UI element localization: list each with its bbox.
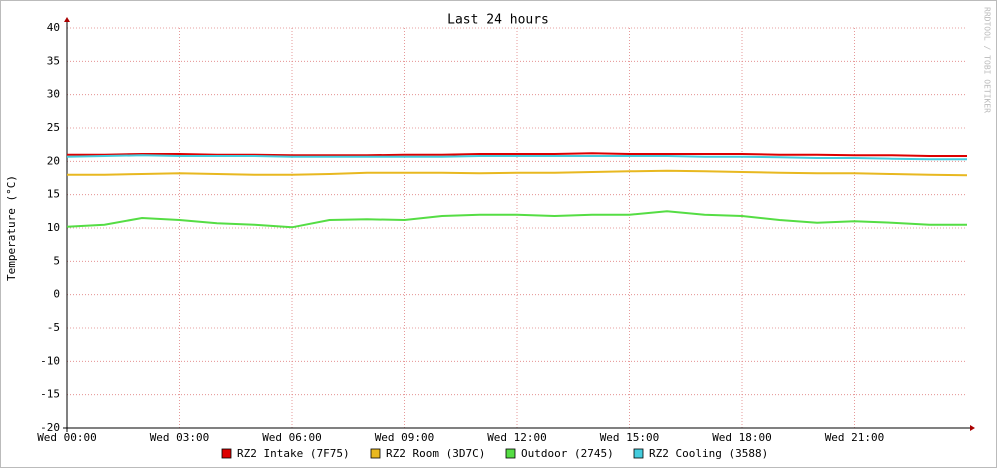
legend-label: RZ2 Intake (7F75) <box>237 447 350 460</box>
legend-swatch <box>505 448 516 459</box>
x-tick-label: Wed 09:00 <box>375 431 435 444</box>
legend-label: RZ2 Room (3D7C) <box>386 447 485 460</box>
y-tick-label: -5 <box>47 321 60 334</box>
y-tick-label: -15 <box>40 388 60 401</box>
y-tick-label: 15 <box>47 188 60 201</box>
y-tick-label: 25 <box>47 121 60 134</box>
watermark: RRDTOOL / TOBI OETIKER <box>983 7 992 113</box>
legend-swatch <box>633 448 644 459</box>
y-tick-label: 0 <box>53 288 60 301</box>
axis-arrow <box>64 17 70 22</box>
series-line <box>66 210 967 229</box>
x-tick-label: Wed 21:00 <box>825 431 885 444</box>
axis-arrow <box>970 425 975 431</box>
series-line <box>67 169 968 177</box>
y-tick-label: 35 <box>47 54 60 67</box>
y-tick-label: 5 <box>53 254 60 267</box>
legend-label: Outdoor (2745) <box>521 447 614 460</box>
chart-title: Last 24 hours <box>447 13 549 28</box>
y-tick-label: -20 <box>40 421 60 434</box>
x-tick-label: Wed 18:00 <box>712 431 772 444</box>
y-tick-label: 40 <box>47 21 60 34</box>
x-tick-label: Wed 03:00 <box>150 431 210 444</box>
legend-swatch <box>370 448 381 459</box>
x-tick-label: Wed 15:00 <box>600 431 660 444</box>
y-tick-label: 10 <box>47 221 60 234</box>
legend-label: RZ2 Cooling (3588) <box>649 447 768 460</box>
y-tick-label: -10 <box>40 354 60 367</box>
x-tick-label: Wed 12:00 <box>487 431 547 444</box>
legend-swatch <box>221 448 232 459</box>
series-line <box>67 152 967 157</box>
x-tick-label: Wed 00:00 <box>37 431 97 444</box>
y-tick-label: 20 <box>47 154 60 167</box>
y-tick-label: 30 <box>47 88 60 101</box>
y-axis-label: Temperature (°C) <box>5 175 18 281</box>
x-tick-label: Wed 06:00 <box>262 431 322 444</box>
series-line <box>66 154 967 161</box>
